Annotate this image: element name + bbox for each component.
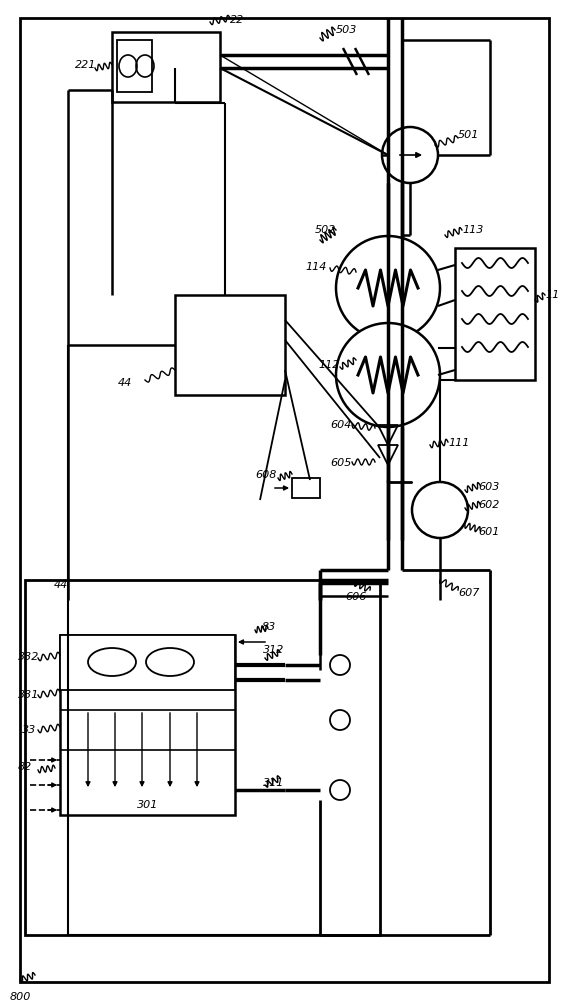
Text: 603: 603 <box>478 482 500 492</box>
Text: 501: 501 <box>458 130 479 140</box>
Text: 602: 602 <box>478 500 500 510</box>
Circle shape <box>412 482 468 538</box>
Text: 11: 11 <box>545 290 559 300</box>
Text: 800: 800 <box>10 992 31 1000</box>
Bar <box>60 635 235 815</box>
Text: 301: 301 <box>137 800 159 810</box>
Text: 221: 221 <box>75 60 96 70</box>
Text: 502: 502 <box>315 225 336 235</box>
Circle shape <box>330 655 350 675</box>
Text: 33: 33 <box>22 725 36 735</box>
Text: 331: 331 <box>18 690 39 700</box>
Circle shape <box>336 236 440 340</box>
Text: 503: 503 <box>336 25 357 35</box>
Bar <box>292 478 320 498</box>
Bar <box>60 635 235 690</box>
Text: 608: 608 <box>255 470 277 480</box>
Text: 605: 605 <box>330 458 352 468</box>
Text: 332: 332 <box>18 652 39 662</box>
Text: 22: 22 <box>230 15 244 25</box>
Text: 606: 606 <box>345 592 366 602</box>
Text: 312: 312 <box>263 645 284 655</box>
Text: 44: 44 <box>118 378 132 388</box>
Circle shape <box>330 780 350 800</box>
Bar <box>25 580 380 935</box>
Bar <box>112 32 220 102</box>
Text: 113: 113 <box>462 225 484 235</box>
Bar <box>117 40 152 92</box>
Bar <box>455 248 535 380</box>
Text: 112: 112 <box>318 360 339 370</box>
Text: 44: 44 <box>53 580 68 590</box>
Text: 601: 601 <box>478 527 500 537</box>
Text: 83: 83 <box>262 622 277 632</box>
Bar <box>175 295 285 395</box>
Text: 82: 82 <box>18 762 32 772</box>
Circle shape <box>382 127 438 183</box>
Text: 311: 311 <box>263 778 284 788</box>
Text: 114: 114 <box>305 262 327 272</box>
Circle shape <box>336 323 440 427</box>
Circle shape <box>330 710 350 730</box>
Text: 111: 111 <box>448 438 469 448</box>
Text: 604: 604 <box>330 420 352 430</box>
Text: 607: 607 <box>458 588 479 598</box>
